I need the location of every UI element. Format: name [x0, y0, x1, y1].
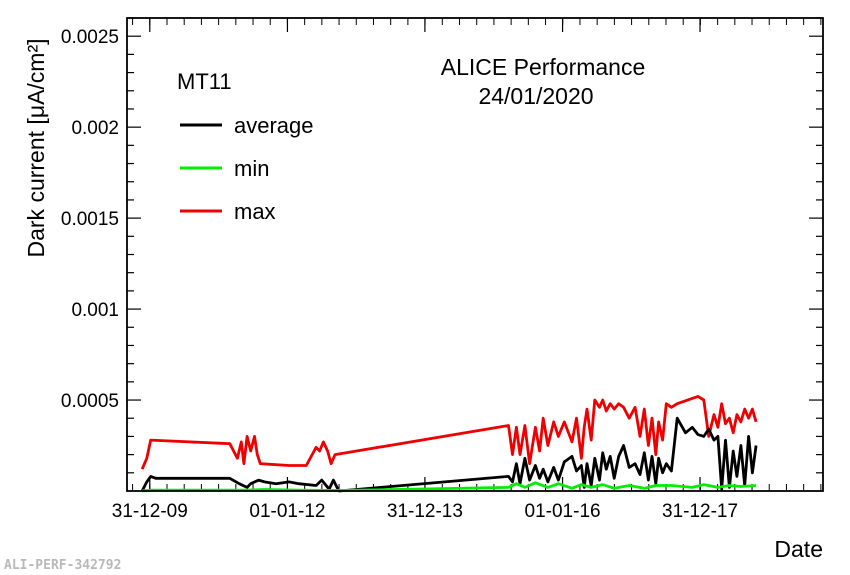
plot-frame [126, 17, 824, 492]
series-line-max [140, 395, 758, 470]
x-axis-label: Date [774, 536, 823, 562]
legend: average min max [180, 113, 314, 224]
legend-label-min: min [234, 156, 269, 181]
y-tick-label: 0.0015 [61, 209, 119, 230]
y-tick-label: 0.002 [71, 118, 119, 139]
series-line-average [140, 416, 758, 493]
y-axis-label: Dark current [μA/cm²] [23, 38, 49, 257]
series-lines [140, 395, 758, 493]
figure-reference: ALI-PERF-342792 [4, 558, 122, 573]
chart-title: ALICE Performance [441, 54, 646, 80]
legend-label-average: average [234, 113, 314, 138]
y-tick-label: 0.0025 [61, 27, 119, 48]
chamber-label: MT11 [177, 69, 232, 94]
y-tick-label: 0.001 [71, 300, 119, 321]
y-axis-ticks: 0.0005 0.001 0.0015 0.002 0.0025 [61, 17, 823, 474]
legend-label-max: max [234, 199, 276, 224]
x-tick-label: 31-12-13 [387, 501, 463, 522]
x-tick-label: 31-12-17 [662, 501, 738, 522]
y-tick-label: 0.0005 [61, 391, 119, 412]
x-tick-label: 01-01-16 [525, 501, 601, 522]
x-tick-label: 31-12-09 [112, 501, 188, 522]
chart-subtitle: 24/01/2020 [478, 83, 593, 109]
series-line-min [141, 481, 757, 493]
x-tick-label: 01-01-12 [249, 501, 325, 522]
